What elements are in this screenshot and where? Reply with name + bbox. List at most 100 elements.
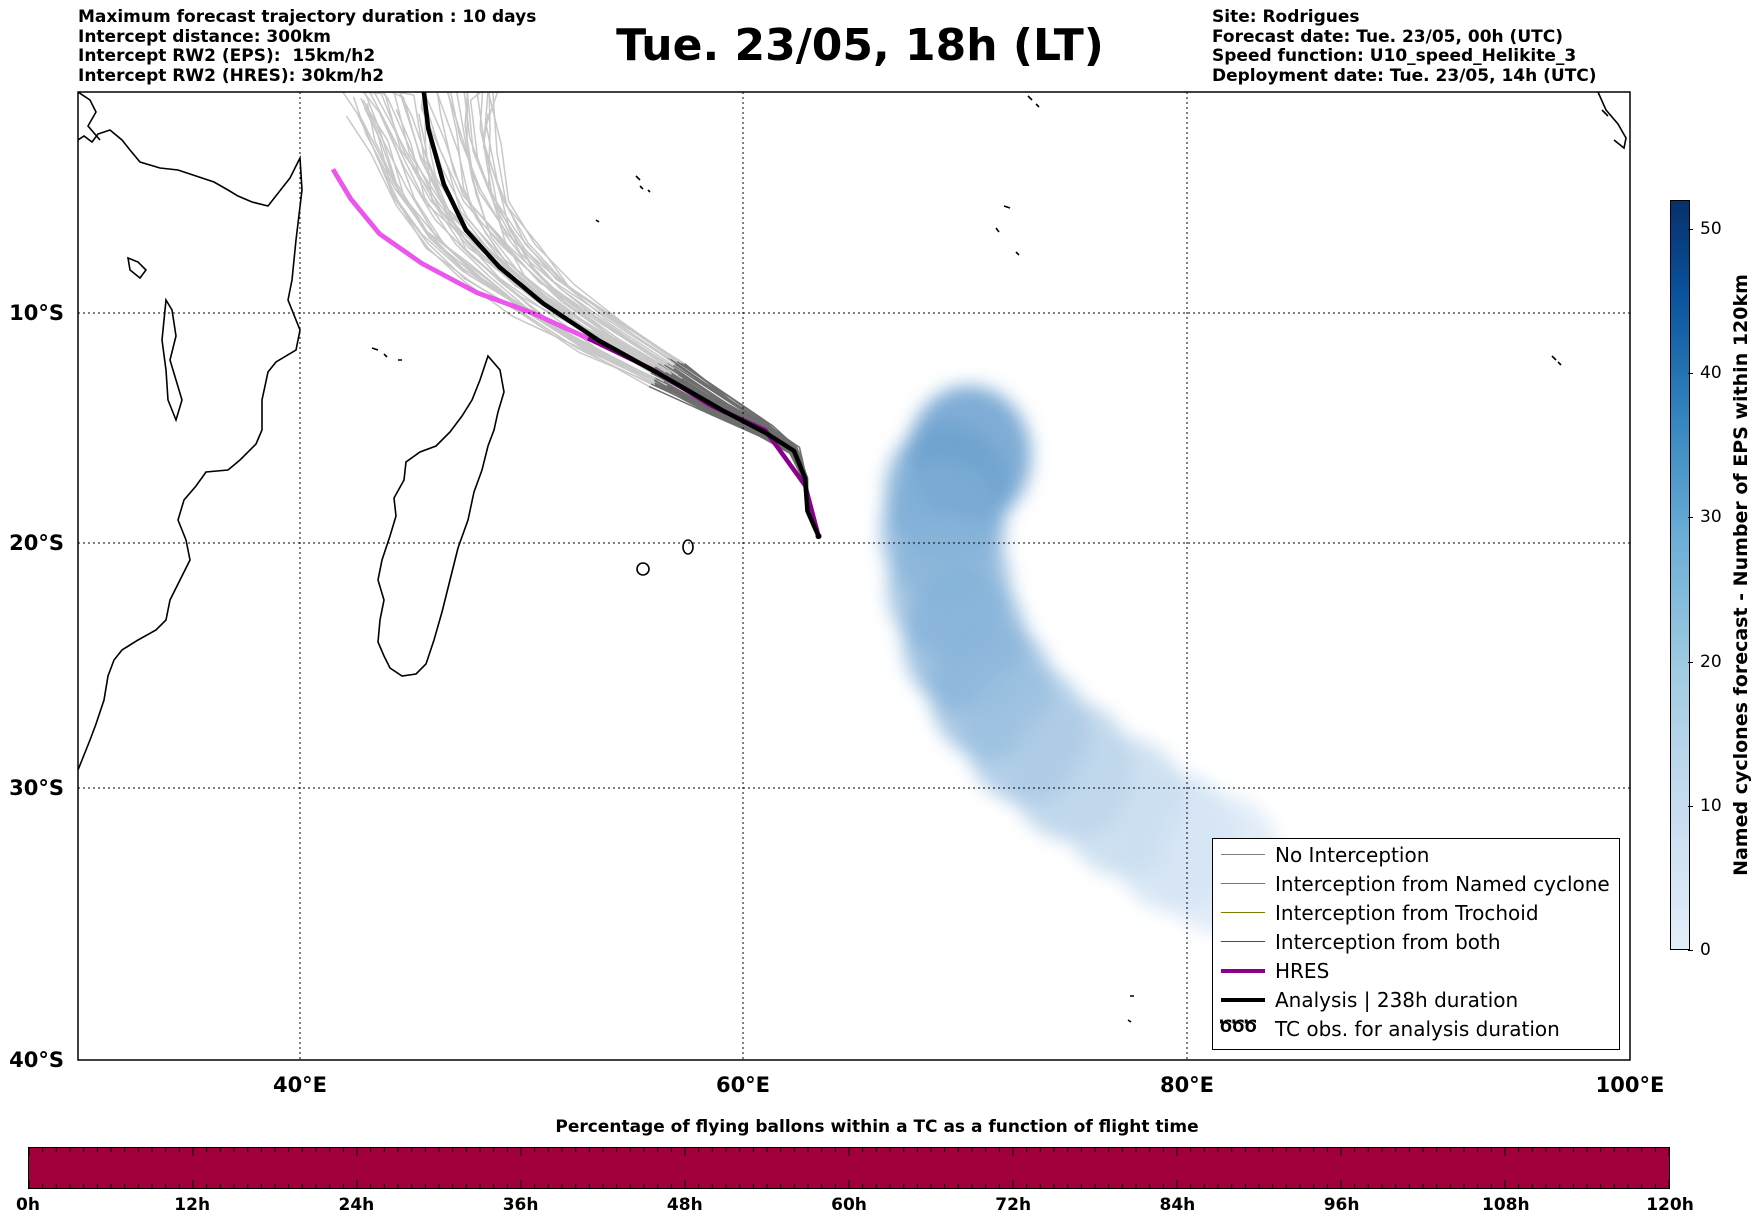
header-left-info: Maximum forecast trajectory duration : 1… [78, 7, 537, 86]
info-max-duration: Maximum forecast trajectory duration : 1… [78, 7, 537, 27]
colorbar-tick [1688, 517, 1693, 519]
chagos-islands [995, 205, 1020, 256]
colorbar-tick-label: 50 [1700, 218, 1722, 239]
comoros-islands [371, 347, 402, 361]
legend-label: No Interception [1275, 843, 1430, 867]
info-intercept-hres: Intercept RW2 (HRES): 30km/h2 [78, 65, 385, 86]
maldives-islands [1027, 95, 1040, 108]
legend-label: Interception from both [1275, 930, 1501, 954]
map-title: Tue. 23/05, 18h (LT) [616, 20, 1104, 71]
colorbar-tick-label: 40 [1700, 363, 1722, 384]
hres-trajectory-late [331, 168, 589, 341]
legend-item-both: Interception from both [1213, 930, 1619, 954]
lat-label-30s: 30°S [9, 776, 64, 800]
info-speed-function: Speed function: U10_speed_Helikite_3 [1212, 46, 1577, 66]
header-right-info: Site: Rodrigues Forecast date: Tue. 23/0… [1212, 7, 1597, 86]
flight-time-tick-label: 120h [1646, 1195, 1694, 1215]
legend-item-no-interception: No Interception [1213, 843, 1619, 867]
eps-trajectory-late [424, 118, 668, 386]
flight-time-tick-label: 108h [1482, 1195, 1530, 1215]
cocos-islands [1551, 355, 1562, 366]
colorbar-tick-label: 30 [1700, 507, 1722, 528]
legend-swatch [1221, 883, 1265, 884]
lat-label-10s: 10°S [9, 301, 64, 325]
colorbar-tick-label: 0 [1700, 940, 1711, 960]
flight-time-tick-label: 12h [174, 1195, 211, 1215]
flight-time-tick-label: 48h [666, 1195, 703, 1215]
flight-time-tick-label: 96h [1323, 1195, 1360, 1215]
lat-label-40s: 40°S [9, 1048, 64, 1072]
flight-time-tick-label: 36h [502, 1195, 539, 1215]
legend-swatch [1221, 912, 1265, 913]
eps-trajectory-late [469, 92, 675, 370]
info-forecast-date: Forecast date: Tue. 23/05, 00h (UTC) [1212, 26, 1563, 47]
seychelles-islands [595, 175, 651, 223]
flight-time-colorbar-title: Percentage of flying ballons within a TC… [555, 1117, 1199, 1137]
cyclone-colorbar-title: Named cyclones forecast - Number of EPS … [1730, 274, 1752, 876]
flight-time-tick-label: 24h [338, 1195, 375, 1215]
eps-trajectory-late [436, 92, 667, 373]
graticule [78, 92, 1630, 1060]
eps-trajectory-late [360, 118, 656, 385]
mauritius-island [636, 562, 650, 576]
eps-trajectory-late [399, 92, 662, 374]
lon-label-80e: 80°E [1160, 1073, 1214, 1097]
arabia-horn-coastline [78, 92, 101, 141]
eps-trajectory-late [441, 92, 668, 359]
flight-time-tick-label: 60h [831, 1195, 867, 1215]
eps-trajectory-late [380, 113, 655, 384]
sri-lanka-coast [1597, 92, 1627, 150]
colorbar-tick [1688, 228, 1693, 230]
coastlines [78, 92, 1627, 1023]
analysis-trajectory [421, 92, 821, 538]
info-deployment-date: Deployment date: Tue. 23/05, 14h (UTC) [1212, 65, 1597, 86]
flight-time-colorbar [28, 1147, 1670, 1189]
zanzibar-island [126, 256, 148, 280]
legend-label: Interception from Trochoid [1275, 901, 1539, 925]
colorbar-tick [1688, 950, 1693, 951]
flight-time-tick-label: 84h [1159, 1195, 1196, 1215]
flight-time-colorbar-ticks [29, 1148, 1669, 1188]
legend-swatch [1221, 969, 1265, 973]
lon-label-60e: 60°E [716, 1073, 770, 1097]
colorbar-tick [1688, 805, 1693, 807]
amsterdam-island [1127, 995, 1134, 1023]
legend-item-hres: HRES [1213, 959, 1619, 983]
eps-trajectory-late [345, 115, 650, 388]
legend-swatch [1221, 854, 1265, 855]
africa-coastline [78, 129, 303, 771]
colorbar-tick [1688, 373, 1693, 375]
eps-trajectory-late [481, 92, 683, 364]
eps-trajectory-late [464, 92, 672, 375]
info-intercept-eps: Intercept RW2 (EPS): 15km/h2 [78, 46, 376, 66]
info-intercept-distance: Intercept distance: 300km [78, 26, 331, 47]
hres-trajectory [331, 168, 821, 537]
lon-label-40e: 40°E [273, 1073, 327, 1097]
legend-label: Analysis | 238h duration [1275, 988, 1519, 1012]
colorbar-tick-label: 20 [1700, 651, 1722, 672]
legend-item-trochoid: Interception from Trochoid [1213, 901, 1619, 925]
eps-trajectory-late [466, 92, 674, 366]
legend-item-analysis: Analysis | 238h duration [1213, 988, 1619, 1012]
tc-symbol-icon: ԾԾԾ [1219, 1017, 1257, 1037]
eps-trajectory-late [436, 92, 668, 365]
eps-trajectory-late [360, 97, 651, 379]
eps-trajectories [342, 92, 820, 537]
legend-swatch [1221, 941, 1265, 942]
eps-trajectory-late [487, 92, 681, 364]
eps-trajectory-late [492, 92, 686, 365]
eps-trajectory-late [367, 92, 652, 364]
eps-trajectory-late [476, 92, 676, 365]
map-frame [77, 91, 1631, 1061]
eps-trajectory-late [427, 114, 667, 387]
mafia-island [161, 297, 183, 423]
reunion-island [682, 539, 694, 555]
legend-item-named-cyclone: Interception from Named cyclone [1213, 872, 1619, 896]
flight-time-tick-label: 0h [16, 1195, 40, 1215]
madagascar-coastline [377, 354, 505, 677]
map-legend: No Interception Interception from Named … [1212, 838, 1620, 1050]
flight-time-tick-label: 72h [995, 1195, 1032, 1215]
colorbar-tick [1688, 661, 1693, 663]
legend-item-tc-obs: ԾԾԾ TC obs. for analysis duration [1213, 1017, 1619, 1041]
legend-label: Interception from Named cyclone [1275, 872, 1610, 896]
